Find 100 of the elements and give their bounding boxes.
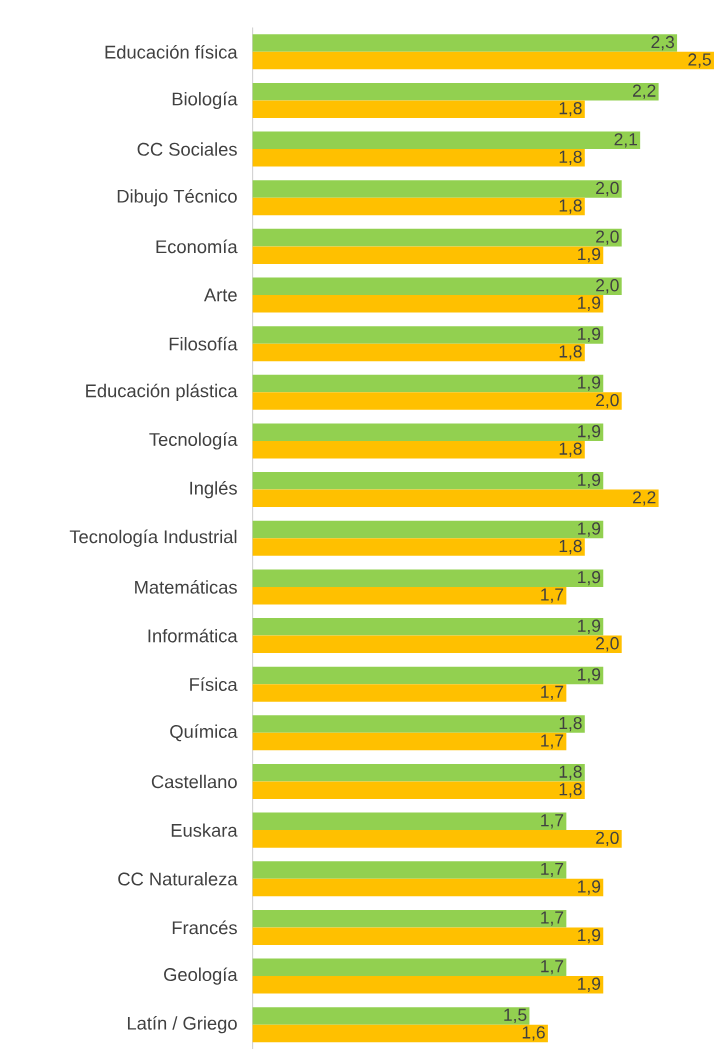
bar	[252, 586, 567, 605]
bar	[252, 374, 604, 393]
bar	[252, 228, 622, 247]
bar	[252, 392, 622, 410]
bar	[252, 684, 567, 702]
bar	[252, 763, 585, 782]
data-label: 1,9	[578, 668, 601, 683]
bar	[252, 666, 604, 685]
data-label: 1,9	[578, 296, 601, 311]
data-label: 1,7	[541, 685, 564, 701]
bar	[252, 538, 585, 556]
y-tick-label: Física	[190, 677, 238, 692]
data-label: 2,0	[596, 181, 619, 197]
y-tick-label: Francés	[172, 920, 237, 935]
bar	[252, 472, 604, 490]
bar	[252, 830, 622, 848]
bar	[252, 326, 604, 344]
y-tick-label: Arte	[203, 288, 237, 302]
data-label: 2,0	[596, 279, 619, 294]
bar	[252, 618, 604, 636]
bar	[252, 909, 567, 928]
bar	[252, 1024, 548, 1043]
bar	[252, 295, 604, 313]
y-tick-label: Euskara	[171, 823, 238, 837]
data-label: 2,0	[596, 230, 619, 245]
y-tick-label: Latín / Griego	[128, 1016, 237, 1034]
y-tick-label: CC Sociales	[137, 142, 237, 156]
data-label: 1,9	[578, 473, 601, 489]
y-tick-label: Economía	[156, 239, 238, 254]
data-label: 1,9	[578, 570, 601, 586]
y-tick-label: Química	[170, 724, 238, 742]
data-label: 1,8	[559, 102, 582, 117]
data-label: 1,8	[559, 716, 582, 732]
bar	[252, 927, 604, 945]
data-label: 1,8	[559, 199, 582, 214]
y-tick-label: Tecnología Industrial	[69, 529, 237, 547]
bar	[252, 34, 678, 52]
bar	[252, 82, 659, 101]
bar	[252, 812, 567, 831]
bar	[252, 732, 567, 751]
data-label: 1,9	[578, 928, 601, 944]
data-label: 1,7	[541, 960, 564, 975]
data-label: 1,8	[559, 345, 582, 360]
bar	[252, 520, 604, 539]
bar	[252, 100, 585, 118]
bar	[252, 180, 622, 198]
y-tick-label: Educación física	[105, 44, 238, 59]
bar	[252, 423, 604, 441]
bar	[252, 976, 604, 994]
data-label: 2,0	[596, 393, 619, 409]
y-tick-label: Dibujo Técnico	[117, 189, 237, 207]
bar	[252, 781, 585, 799]
bar	[252, 246, 604, 264]
bar	[252, 277, 622, 296]
data-label: 1,7	[541, 588, 564, 603]
y-tick-label: Filosofía	[169, 336, 238, 351]
bar	[252, 635, 622, 654]
data-label: 1,6	[522, 1026, 545, 1041]
data-label: 1,9	[578, 977, 601, 992]
bar	[252, 343, 585, 362]
data-label: 1,8	[559, 539, 582, 555]
data-label: 2,5	[688, 53, 711, 68]
data-label: 1,7	[541, 734, 564, 749]
data-label: 1,7	[541, 911, 564, 926]
data-label: 1,9	[578, 880, 601, 895]
bar	[252, 861, 567, 879]
bar	[252, 489, 659, 508]
data-label: 1,7	[541, 862, 564, 878]
data-label: 2,2	[633, 491, 656, 506]
bar	[252, 51, 714, 70]
data-label: 2,0	[596, 831, 619, 847]
bar	[252, 878, 604, 897]
data-label: 2,1	[614, 133, 638, 148]
y-tick-label: Castellano	[151, 774, 237, 789]
data-label: 1,5	[504, 1008, 527, 1024]
y-tick-label: Biología	[172, 91, 238, 110]
data-label: 2,0	[596, 637, 619, 652]
data-label: 1,9	[578, 425, 601, 440]
bar	[252, 958, 567, 977]
bar	[252, 440, 585, 459]
data-label: 1,9	[578, 247, 601, 263]
bar	[252, 131, 641, 150]
data-label: 1,9	[578, 327, 601, 343]
y-tick-label: Matemáticas	[135, 580, 237, 594]
y-tick-label: Informática	[148, 628, 238, 643]
data-label: 1,8	[559, 150, 582, 166]
data-label: 1,9	[578, 376, 601, 391]
data-label: 1,9	[578, 522, 601, 537]
bar	[252, 197, 585, 216]
data-label: 1,8	[559, 765, 582, 780]
data-label: 1,9	[578, 619, 601, 634]
data-label: 2,2	[633, 84, 656, 99]
bar	[252, 569, 604, 587]
y-tick-label: CC Naturaleza	[118, 872, 238, 886]
data-label: 2,3	[651, 35, 675, 51]
y-tick-label: Educación plástica	[86, 383, 238, 401]
bar	[252, 715, 585, 733]
y-tick-label: Tecnología	[149, 432, 238, 450]
data-label: 1,7	[541, 814, 564, 829]
bar	[252, 1007, 530, 1025]
